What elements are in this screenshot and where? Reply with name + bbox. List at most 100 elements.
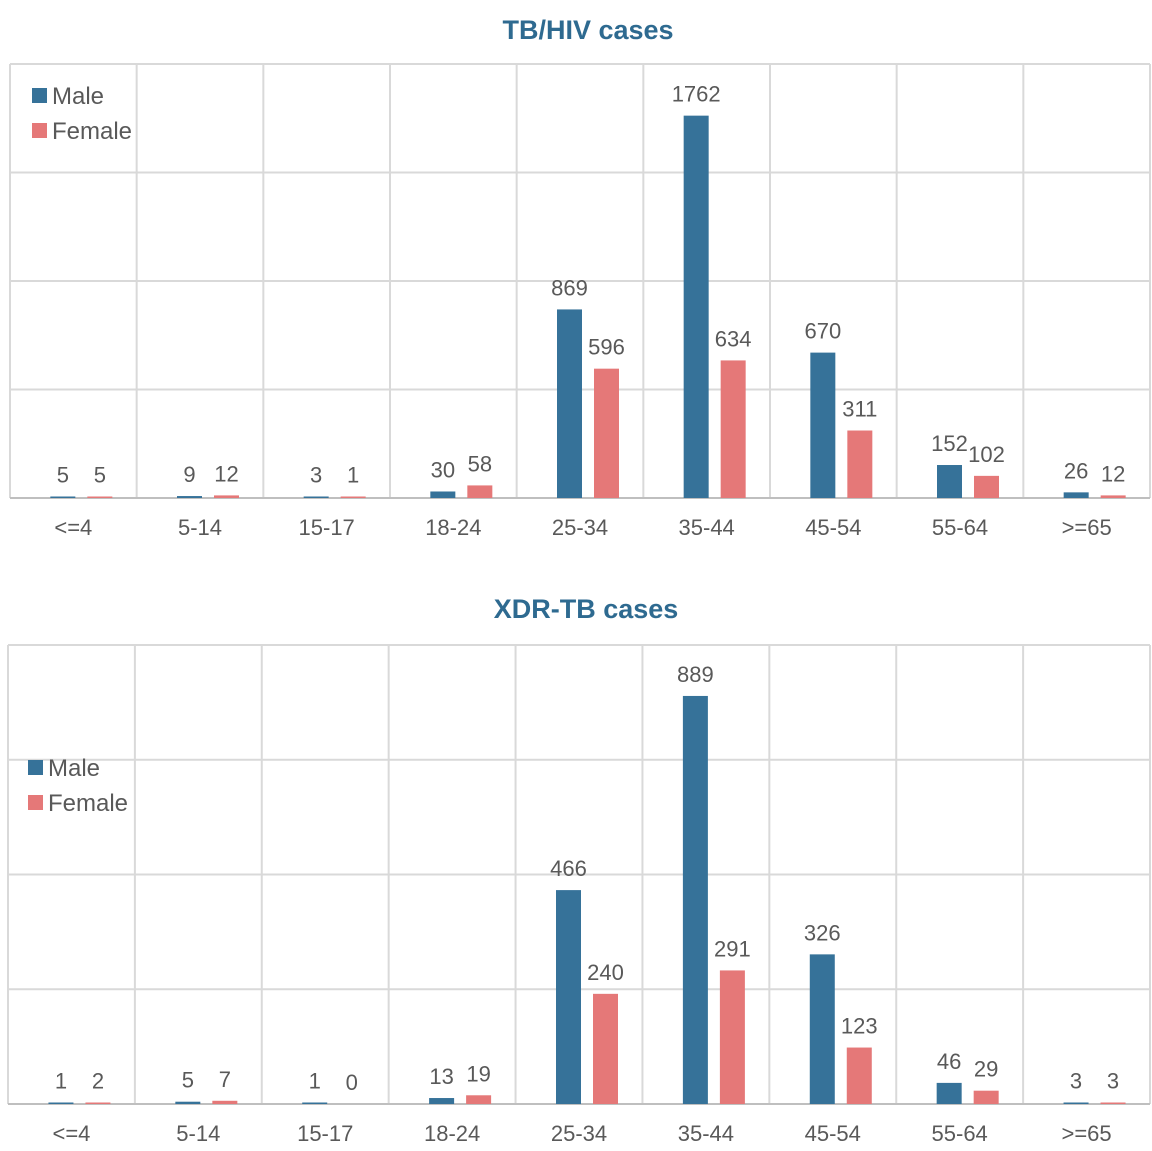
bar-female-25-34 (594, 368, 619, 498)
bar-female->=65 (1100, 495, 1126, 498)
bar-male-35-44 (683, 115, 709, 499)
x-tick-label: 15-17 (299, 515, 355, 540)
legend-label-male: Male (52, 83, 104, 110)
tbhiv-chart: TB/HIV cases 5 9 3 30 869 1762 670 152 26 5 12 1 58 5… (0, 0, 1152, 560)
data-label-female: 1 (347, 463, 359, 488)
bar-female-35-44 (719, 970, 745, 1104)
bar-female-<=4 (85, 1102, 111, 1104)
data-label-male: 326 (804, 920, 841, 945)
data-label-female: 240 (587, 960, 624, 985)
bar-male-5-14 (177, 496, 202, 498)
x-tick-label: 45-54 (805, 515, 861, 540)
bar-female-15-17 (340, 496, 366, 498)
data-label-male: 1762 (672, 82, 721, 107)
x-tick-label: 15-17 (297, 1121, 353, 1146)
data-label-female: 634 (715, 326, 752, 351)
chart-title: XDR-TB cases (494, 594, 679, 624)
chart-title: TB/HIV cases (502, 15, 673, 45)
data-label-male: 46 (937, 1049, 961, 1074)
data-label-male: 152 (931, 431, 968, 456)
data-label-male: 9 (183, 462, 195, 487)
x-tick-label: 55-64 (932, 1121, 988, 1146)
bar-male-45-54 (809, 954, 835, 1104)
bar-male-55-64 (937, 465, 962, 498)
bar-male->=65 (1063, 1102, 1089, 1104)
data-label-female: 12 (1101, 461, 1125, 486)
bar-male-<=4 (48, 1102, 74, 1104)
data-label-female: 0 (346, 1070, 358, 1095)
data-label-female: 19 (466, 1061, 490, 1086)
xdrtb-chart: XDR-TB cases 1 5 1 13 466 889 326 46 3 2 7 0 19 240 29… (0, 580, 1152, 1151)
data-label-male: 5 (182, 1068, 194, 1093)
bar-male-18-24 (430, 491, 456, 498)
data-label-female: 596 (588, 335, 625, 360)
legend: Male Female (32, 83, 132, 145)
bar-male-18-24 (429, 1098, 455, 1104)
bar-male-25-34 (557, 309, 582, 498)
x-tick-label: 18-24 (424, 1121, 480, 1146)
bar-female-5-14 (214, 495, 239, 498)
bar-female-55-64 (973, 1090, 999, 1104)
bar-male-35-44 (682, 695, 708, 1104)
x-tick-label: >=65 (1061, 1121, 1111, 1146)
bar-female-25-34 (593, 993, 618, 1104)
data-label-female: 123 (841, 1014, 878, 1039)
bar-female-18-24 (467, 485, 493, 498)
data-label-female: 7 (219, 1067, 231, 1092)
bar-female-45-54 (846, 1047, 872, 1104)
data-label-male: 1 (309, 1069, 321, 1094)
data-label-male: 1 (55, 1069, 67, 1094)
bar-female-5-14 (212, 1100, 238, 1104)
legend-swatch-male (28, 760, 43, 775)
x-tick-label: 45-54 (805, 1121, 861, 1146)
legend: Male Female (28, 755, 128, 817)
data-label-female: 29 (974, 1057, 998, 1082)
bar-female-55-64 (974, 475, 999, 498)
legend-swatch-female (32, 123, 47, 138)
x-tick-label: <=4 (52, 1121, 90, 1146)
x-tick-label: 5-14 (176, 1121, 220, 1146)
data-label-female: 291 (714, 936, 751, 961)
bar-female-18-24 (466, 1095, 492, 1104)
data-label-male: 5 (57, 463, 69, 488)
data-label-male: 889 (677, 662, 714, 687)
bar-female->=65 (1100, 1102, 1126, 1104)
data-label-male: 26 (1064, 458, 1088, 483)
legend-label-male: Male (48, 755, 100, 782)
data-label-female: 2 (92, 1069, 104, 1094)
data-label-male: 466 (550, 856, 587, 881)
legend-swatch-female (28, 795, 43, 810)
bar-female-45-54 (847, 430, 873, 498)
bar-male-<=4 (50, 496, 76, 498)
bar-male-5-14 (175, 1101, 201, 1104)
x-tick-label: 35-44 (678, 1121, 734, 1146)
tbhiv-chart-svg: TB/HIV cases 5 9 3 30 869 1762 670 152 26 5 12 1 58 5… (9, 15, 1151, 540)
bar-male-55-64 (936, 1082, 962, 1104)
data-label-male: 13 (429, 1064, 453, 1089)
x-tick-label: 25-34 (552, 515, 608, 540)
x-tick-label: 25-34 (551, 1121, 607, 1146)
x-tick-label: <=4 (54, 515, 92, 540)
data-label-female: 3 (1107, 1069, 1119, 1094)
bar-male-15-17 (302, 1102, 328, 1104)
bar-female-35-44 (720, 360, 746, 498)
xdrtb-chart-svg: XDR-TB cases 1 5 1 13 466 889 326 46 3 2 7 0 19 240 29… (7, 594, 1151, 1146)
bar-female-<=4 (87, 496, 113, 498)
x-tick-label: 18-24 (425, 515, 481, 540)
bar-male->=65 (1063, 492, 1089, 498)
data-label-male: 869 (551, 275, 588, 300)
data-label-male: 670 (804, 319, 841, 344)
x-tick-label: >=65 (1062, 515, 1112, 540)
x-tick-label: 35-44 (679, 515, 735, 540)
data-label-female: 5 (94, 463, 106, 488)
bar-male-45-54 (810, 352, 836, 498)
data-label-female: 311 (842, 397, 877, 422)
legend-label-female: Female (48, 790, 128, 817)
data-label-male: 3 (1070, 1069, 1082, 1094)
data-label-male: 30 (431, 457, 455, 482)
data-label-female: 102 (968, 442, 1005, 467)
legend-swatch-male (32, 88, 47, 103)
x-tick-label: 55-64 (932, 515, 988, 540)
data-label-male: 3 (310, 463, 322, 488)
bar-male-25-34 (556, 890, 581, 1104)
